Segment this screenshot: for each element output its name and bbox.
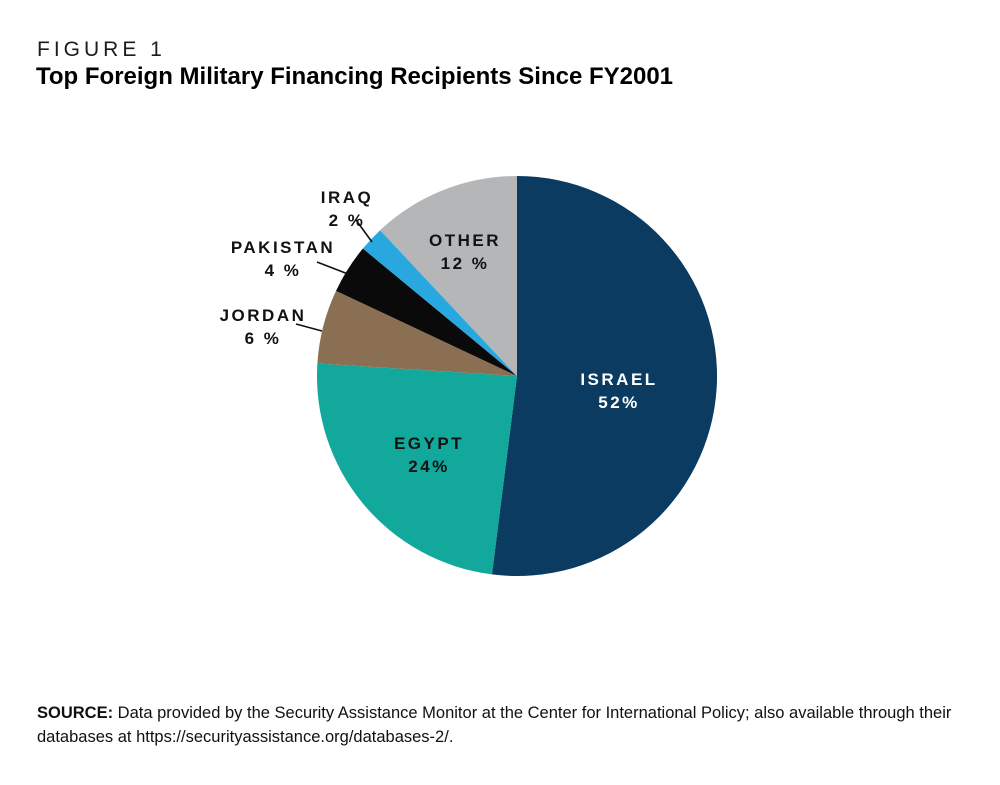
figure-title: Top Foreign Military Financing Recipient…: [36, 63, 674, 90]
pie-label-other-name: OTHER: [429, 231, 501, 250]
pie-label-jordan: JORDAN 6 %: [220, 304, 307, 350]
pie-label-iraq: IRAQ 2 %: [321, 186, 374, 232]
source-prefix: SOURCE:: [37, 704, 114, 722]
pie-label-egypt: EGYPT 24%: [394, 432, 464, 478]
source-text: Data provided by the Security Assistance…: [37, 704, 952, 746]
pie-slice-egypt: [316, 363, 517, 575]
pie-label-israel-pct: 52%: [598, 393, 640, 412]
pie-label-israel: ISRAEL 52%: [580, 368, 657, 414]
pie-label-pakistan: PAKISTAN 4 %: [231, 236, 335, 282]
pie-slice-pakistan: [336, 248, 517, 376]
pie-label-pakistan-name: PAKISTAN: [230, 238, 336, 257]
pie-label-iraq-pct: 2 %: [328, 211, 366, 230]
figure-number: FIGURE 1: [37, 38, 166, 61]
pie-label-other-pct: 12 %: [440, 254, 490, 273]
pie-label-jordan-name: JORDAN: [219, 306, 307, 325]
leader-line-iraq: [355, 219, 373, 243]
leader-line-jordan: [295, 323, 323, 332]
pie-slice-israel: [491, 175, 718, 577]
pie-slices-group: [316, 175, 718, 577]
leader-lines-group: [295, 219, 373, 332]
pie-label-israel-name: ISRAEL: [580, 370, 658, 389]
pie-label-other: OTHER 12 %: [429, 229, 501, 275]
pie-label-egypt-name: EGYPT: [393, 434, 465, 453]
pie-slice-jordan: [317, 290, 517, 376]
pie-label-pakistan-pct: 4 %: [264, 261, 302, 280]
leader-line-pakistan: [316, 261, 349, 275]
pie-label-jordan-pct: 6 %: [244, 329, 282, 348]
pie-slice-other: [380, 176, 517, 376]
pie-slice-iraq: [362, 230, 517, 376]
pie-label-egypt-pct: 24%: [408, 457, 450, 476]
pie-label-iraq-name: IRAQ: [320, 188, 374, 207]
source-note: SOURCE: Data provided by the Security As…: [37, 701, 953, 749]
